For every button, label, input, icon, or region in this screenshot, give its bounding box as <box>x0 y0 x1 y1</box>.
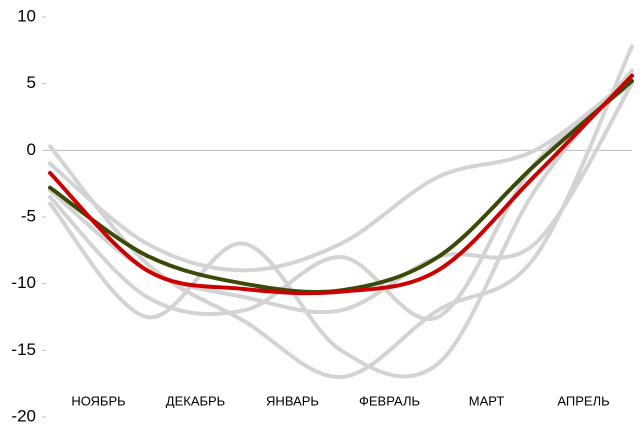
y-tick-label: 0 <box>27 140 36 159</box>
series-line <box>48 81 634 315</box>
y-tick-label: -10 <box>11 273 36 292</box>
y-tick-label: -20 <box>11 406 36 425</box>
series-line <box>48 73 634 296</box>
series-line <box>48 79 634 294</box>
y-tick-label: -15 <box>11 340 36 359</box>
series-line <box>48 68 634 379</box>
x-tick-label: ФЕВРАЛЬ <box>359 393 420 408</box>
x-tick-label: ДЕКАБРЬ <box>166 393 225 408</box>
y-tick-label: -5 <box>21 206 36 225</box>
x-tick-label: НОЯБРЬ <box>71 393 125 408</box>
x-tick-label: МАРТ <box>469 393 505 408</box>
series-line <box>48 44 634 380</box>
x-tick-label: АПРЕЛЬ <box>557 393 609 408</box>
x-tick-label: ЯНВАРЬ <box>266 393 319 408</box>
y-tick-label: 10 <box>17 6 36 25</box>
y-tick-label: 5 <box>27 73 36 92</box>
series-line <box>48 75 634 273</box>
series-line <box>48 81 634 322</box>
